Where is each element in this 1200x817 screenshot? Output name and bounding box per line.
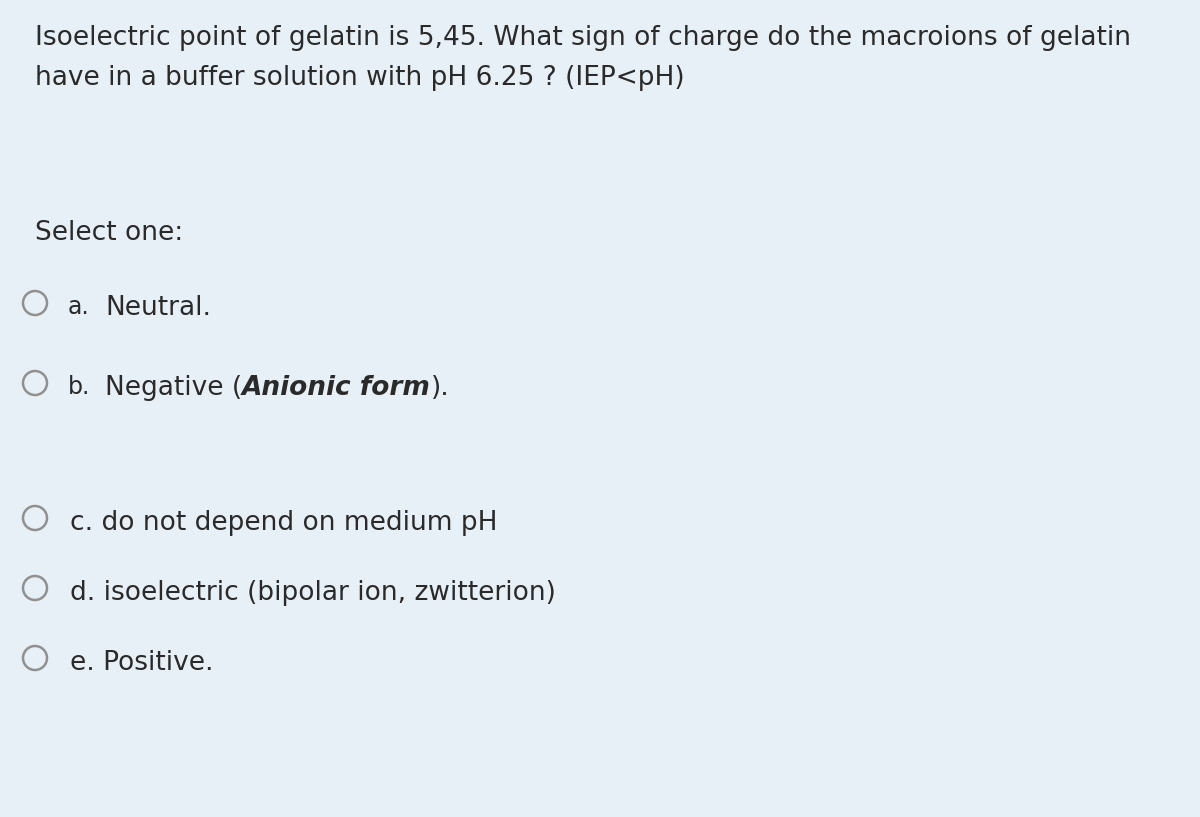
Text: b.: b. xyxy=(68,375,90,399)
Text: e. Positive.: e. Positive. xyxy=(70,650,214,676)
Text: a.: a. xyxy=(68,295,90,319)
Text: Select one:: Select one: xyxy=(35,220,184,246)
Text: ).: ). xyxy=(431,375,450,401)
Text: Negative (: Negative ( xyxy=(106,375,242,401)
Text: have in a buffer solution with pH 6.25 ? (IEP<pH): have in a buffer solution with pH 6.25 ?… xyxy=(35,65,685,91)
Text: Anionic form: Anionic form xyxy=(242,375,431,401)
Text: d. isoelectric (bipolar ion, zwitterion): d. isoelectric (bipolar ion, zwitterion) xyxy=(70,580,556,606)
Text: Isoelectric point of gelatin is 5,45. What sign of charge do the macroions of ge: Isoelectric point of gelatin is 5,45. Wh… xyxy=(35,25,1132,51)
Text: c. do not depend on medium pH: c. do not depend on medium pH xyxy=(70,510,498,536)
Text: Neutral.: Neutral. xyxy=(106,295,211,321)
